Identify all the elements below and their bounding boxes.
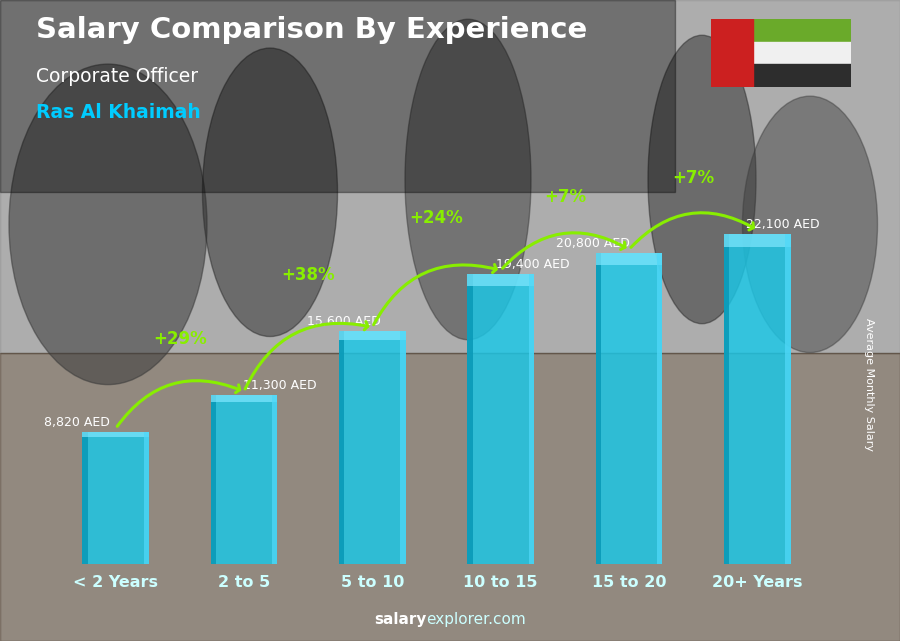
Text: +7%: +7%	[544, 188, 586, 206]
Text: 19,400 AED: 19,400 AED	[496, 258, 570, 271]
Text: +24%: +24%	[410, 209, 464, 228]
Bar	[657, 253, 662, 564]
Text: +38%: +38%	[282, 266, 335, 284]
Bar	[786, 233, 791, 564]
Bar	[82, 432, 149, 564]
Bar	[211, 395, 216, 564]
Bar	[596, 253, 662, 265]
Ellipse shape	[648, 35, 756, 324]
Bar	[0, 0, 900, 353]
Bar	[711, 64, 850, 87]
Bar	[211, 395, 277, 402]
Bar	[400, 331, 406, 564]
Bar	[724, 233, 791, 564]
Bar	[82, 432, 87, 564]
Bar	[467, 274, 472, 564]
Bar	[339, 331, 345, 564]
Bar	[467, 274, 534, 285]
Bar	[272, 395, 277, 564]
Ellipse shape	[742, 96, 878, 353]
Bar	[596, 253, 662, 564]
Text: Salary Comparison By Experience: Salary Comparison By Experience	[36, 16, 587, 44]
Bar	[467, 274, 534, 564]
Bar	[528, 274, 534, 564]
Bar	[339, 331, 406, 564]
Bar	[339, 331, 406, 340]
Text: Corporate Officer: Corporate Officer	[36, 67, 198, 87]
Text: +7%: +7%	[672, 169, 715, 187]
Text: 20,800 AED: 20,800 AED	[556, 237, 630, 250]
Text: 22,100 AED: 22,100 AED	[746, 218, 820, 231]
Text: Ras Al Khaimah: Ras Al Khaimah	[36, 103, 201, 122]
Bar	[711, 19, 850, 42]
Text: 11,300 AED: 11,300 AED	[243, 379, 317, 392]
Ellipse shape	[405, 19, 531, 340]
Text: Average Monthly Salary: Average Monthly Salary	[863, 318, 874, 451]
Text: +29%: +29%	[153, 330, 207, 349]
Ellipse shape	[202, 48, 338, 337]
Bar	[144, 432, 149, 564]
Ellipse shape	[180, 45, 720, 237]
Text: 8,820 AED: 8,820 AED	[44, 416, 110, 429]
Bar	[0, 0, 675, 192]
Bar	[596, 253, 601, 564]
Text: 15,600 AED: 15,600 AED	[307, 315, 381, 328]
Bar	[724, 233, 791, 247]
Bar	[0, 353, 900, 641]
Bar	[211, 395, 277, 564]
Bar	[711, 19, 752, 87]
Bar	[82, 432, 149, 437]
Text: explorer.com: explorer.com	[427, 612, 526, 627]
Bar	[724, 233, 729, 564]
Text: salary: salary	[374, 612, 427, 627]
Bar	[711, 42, 850, 64]
Ellipse shape	[9, 64, 207, 385]
